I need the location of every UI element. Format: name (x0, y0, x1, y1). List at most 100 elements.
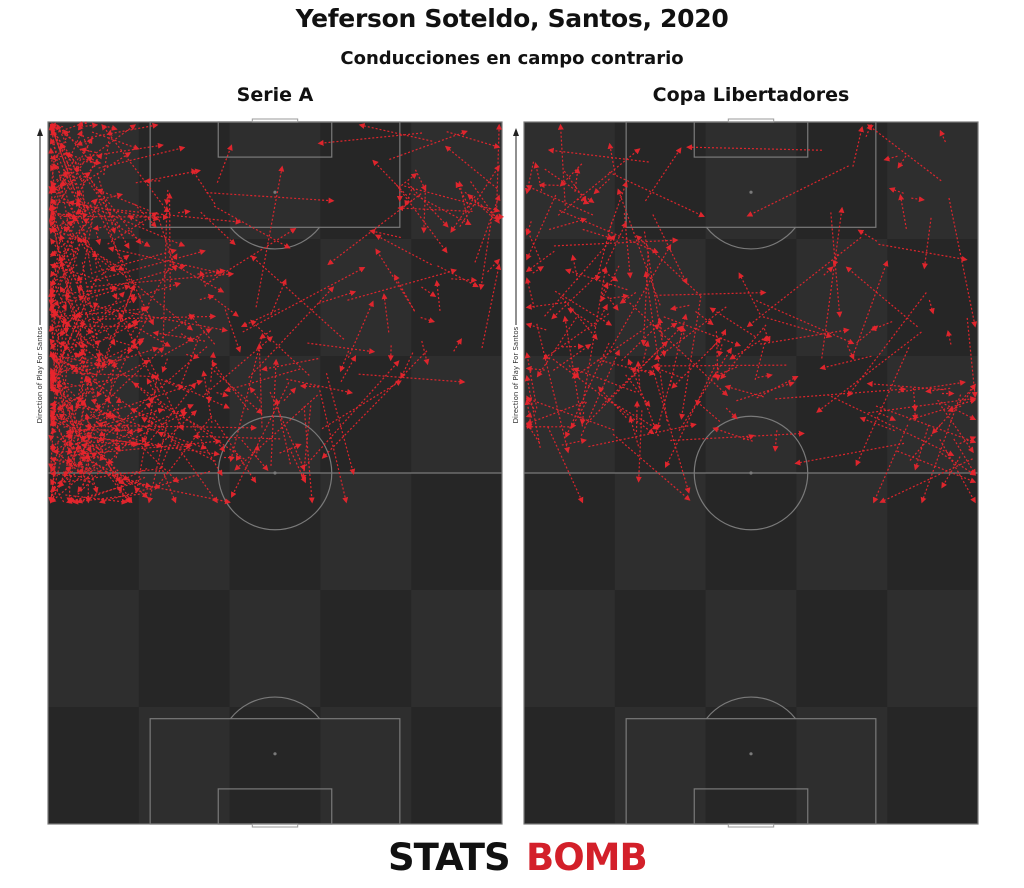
carry-arrow (60, 407, 92, 453)
penalty-arc (705, 226, 797, 250)
logo-text-bomb: BOMB (526, 836, 648, 879)
carry-arrow (98, 145, 186, 169)
carry-arrow (57, 212, 79, 222)
carry-arrow (85, 159, 102, 166)
carry-arrow (358, 123, 433, 142)
carry-arrow (925, 387, 951, 394)
penalty-spot (273, 190, 277, 194)
carry-arrow (50, 342, 57, 350)
pitch-zone (796, 707, 888, 825)
carry-arrow (92, 411, 188, 460)
carry-arrow (654, 306, 727, 361)
carry-arrow (57, 415, 149, 499)
carry-arrow (554, 290, 613, 326)
goal (251, 118, 299, 123)
carry-arrow (857, 229, 878, 242)
goal (251, 823, 299, 828)
carry-arrow (853, 260, 889, 354)
carry-arrow (627, 358, 659, 437)
carry-arrow (470, 181, 500, 224)
carry-arrow (525, 322, 547, 331)
carry-arrow (302, 360, 400, 470)
carry-arrow (79, 124, 137, 166)
carry-arrow (303, 406, 315, 504)
carry-arrow (73, 438, 222, 456)
carry-arrow (95, 444, 133, 504)
carry-arrow (966, 317, 978, 398)
goal (727, 118, 775, 123)
pitch-zone (524, 356, 616, 474)
carry-arrow (601, 303, 608, 316)
carry-arrow (347, 268, 458, 301)
carry-arrow (93, 455, 106, 461)
carry-arrow (421, 286, 437, 298)
carry-arrow (53, 412, 113, 453)
carry-arrow (845, 266, 918, 328)
carry-arrow (101, 254, 130, 276)
pitch-zone (320, 590, 412, 708)
carry-arrow (878, 412, 897, 421)
carry-arrow (937, 399, 977, 421)
carry-arrow (948, 197, 978, 328)
carry-arrow (547, 426, 584, 504)
carry-arrow (79, 152, 132, 186)
carry-arrow (609, 293, 630, 300)
carry-arrow (601, 340, 669, 406)
carry-arrow (823, 266, 834, 276)
carry-arrow (953, 438, 976, 476)
carry-arrow (69, 443, 127, 504)
carry-arrow (134, 373, 159, 494)
carry-arrow (48, 156, 55, 193)
carry-arrow (69, 364, 164, 431)
pitch-zone (524, 239, 616, 357)
carry-arrow (369, 228, 401, 239)
carry-arrow (593, 178, 610, 195)
carry-arrow (57, 306, 148, 318)
carry-arrow (760, 327, 850, 345)
carry-arrow (654, 366, 683, 379)
carry-arrow (250, 255, 345, 340)
carry-arrow (644, 147, 682, 202)
pitch-zone (411, 590, 503, 708)
carry-arrow (112, 417, 179, 483)
carry-arrow (49, 426, 75, 450)
panel-title-copa-libertadores: Copa Libertadores (652, 84, 850, 106)
carry-arrow (875, 405, 977, 444)
pitch-zone (138, 707, 231, 825)
carry-arrow (686, 144, 822, 151)
carry-arrow (608, 171, 705, 218)
carry-arrow (103, 129, 113, 175)
carry-arrow (49, 137, 82, 212)
carry-arrow (50, 130, 71, 172)
carry-arrow (552, 358, 655, 435)
pitch-zone (524, 122, 616, 240)
carry-arrow (725, 407, 738, 420)
carry-arrow (582, 266, 608, 405)
carry-arrow (96, 188, 149, 211)
carry-arrow (724, 384, 764, 398)
carry-arrow (553, 237, 679, 247)
carry-arrow (274, 398, 291, 465)
pitch-zone (229, 122, 321, 240)
carry-arrow (49, 337, 71, 386)
carry-arrow (55, 171, 70, 181)
pitch-zone (614, 473, 707, 591)
pitch-zone (887, 122, 979, 240)
carry-arrow (868, 396, 977, 414)
carry-arrow (524, 352, 538, 409)
carry-arrow (49, 376, 77, 387)
centre-spot (749, 471, 753, 475)
carry-arrow (152, 443, 193, 453)
carry-arrow (959, 436, 977, 445)
carry-arrow (635, 360, 642, 389)
carry-arrow (772, 430, 779, 452)
carry-arrow (91, 321, 139, 347)
carry-arrow (898, 193, 907, 229)
carry-arrow (77, 387, 83, 404)
carry-arrow (629, 302, 729, 397)
carry-arrow (48, 325, 58, 359)
carry-arrow (57, 225, 71, 232)
carry-arrow (49, 355, 82, 370)
carry-arrow (49, 221, 76, 296)
carry-arrow (524, 161, 535, 195)
